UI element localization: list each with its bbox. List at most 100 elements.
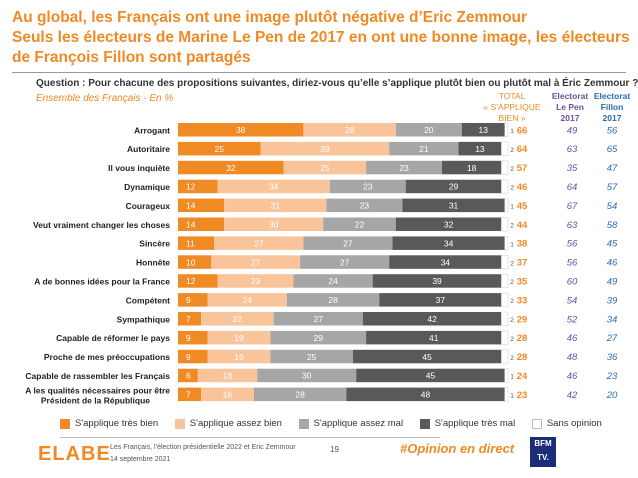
data-label: 1 [510, 128, 514, 135]
data-label: 2 [510, 185, 514, 192]
data-label: 48 [421, 390, 431, 400]
data-label: 19 [234, 333, 244, 343]
data-label: 34 [269, 182, 279, 192]
legend-swatch-tres-bien [60, 418, 70, 429]
bar-segment [458, 141, 502, 156]
bar-segment [501, 255, 509, 270]
column-header-lepen-line-2: Le Pen [556, 102, 584, 112]
category-label: Veut vraiment changer les choses [33, 220, 170, 230]
data-label: 28 [328, 295, 338, 305]
category-label: A de bonnes idées pour la France [34, 276, 170, 286]
bar-segment [217, 179, 330, 194]
data-label: 30 [269, 219, 279, 229]
bar-segment [270, 349, 353, 364]
bar-segment [389, 141, 459, 156]
question-text: Question : Pour chacune des propositions… [36, 78, 638, 89]
bar-segment [389, 255, 502, 269]
bar-segment [300, 255, 390, 269]
data-label: 7 [186, 314, 191, 324]
data-label: 2 [510, 298, 514, 305]
legend-item-assez-bien: S'applique assez bien [174, 418, 282, 429]
bar-segment [402, 198, 505, 213]
data-label: 27 [340, 257, 350, 267]
data-label: 2 [510, 317, 514, 324]
category-label: Sincère [139, 239, 170, 249]
category-label: Autoritaire [127, 144, 170, 154]
category-label: Proche de mes préoccupations [44, 352, 170, 362]
data-label: 32 [444, 219, 454, 229]
bfmtv-logo-line-2: TV. [537, 453, 549, 462]
bar-segment [178, 368, 198, 383]
column-header-fillon-line-1: Electorat [593, 91, 631, 101]
total-value: 35 [517, 276, 528, 287]
bar-segment [501, 311, 509, 326]
data-label: 16 [223, 390, 233, 400]
column-header-fillon-line-2: Fillon [600, 102, 624, 112]
bar-segment [501, 349, 509, 364]
legend-swatch-tres-mal [419, 418, 430, 429]
lepen-value: 64 [567, 182, 578, 193]
category-label: Capable de réformer le pays [56, 333, 170, 343]
bar-segment [293, 274, 373, 288]
chart-legend: S'applique très bien S'applique assez bi… [60, 418, 616, 432]
fillon-value: 39 [607, 295, 618, 306]
fillon-value: 65 [607, 144, 618, 155]
bar-segment [178, 274, 218, 288]
fillon-value: 34 [607, 314, 618, 325]
total-value: 66 [517, 125, 528, 136]
data-label: 45 [426, 371, 436, 381]
bar-segment [395, 123, 462, 137]
legend-label-assez-mal: S'applique assez mal [313, 418, 404, 429]
title-line-1: Au global, les Français ont une image pl… [12, 9, 528, 26]
fillon-value: 46 [607, 258, 618, 269]
page-title: Au global, les Français ont une image pl… [12, 8, 632, 68]
bar-segment [504, 198, 509, 213]
lepen-value: 60 [567, 276, 578, 287]
total-value: 45 [517, 201, 528, 212]
data-label: 12 [186, 276, 196, 286]
data-label: 19 [234, 352, 244, 362]
data-label: 27 [254, 238, 264, 248]
bar-segment [214, 236, 304, 250]
data-label: 24 [243, 295, 253, 305]
lepen-value: 48 [567, 352, 578, 363]
data-label: 32 [226, 163, 236, 173]
lepen-value: 46 [567, 333, 578, 344]
legend-swatch-assez-mal [298, 418, 309, 429]
total-value: 64 [517, 144, 528, 155]
bar-segment [362, 312, 502, 326]
bar-segment [270, 330, 367, 345]
lepen-value: 63 [567, 144, 578, 155]
data-label: 6 [186, 371, 191, 381]
bar-segment [392, 236, 505, 250]
bar-segment [257, 368, 357, 383]
fillon-value: 56 [607, 125, 618, 136]
column-header-total: TOTAL « S’APPLIQUE BIEN » [482, 91, 542, 124]
column-header-fillon: Electorat Fillon 2017 [590, 91, 634, 124]
bar-segment [395, 217, 502, 231]
bar-segment [461, 123, 505, 137]
legend-item-sans-opinion: Sans opinion [531, 418, 602, 429]
data-label: 29 [449, 182, 459, 192]
fillon-value: 54 [607, 201, 618, 212]
column-header-lepen-line-3: 2017 [560, 113, 580, 123]
fillon-value: 45 [607, 239, 618, 250]
title-divider [12, 72, 626, 73]
data-label: 12 [186, 182, 196, 192]
data-label: 1 [510, 393, 514, 400]
data-label: 2 [510, 147, 514, 154]
legend-item-tres-bien: S'applique très bien [60, 418, 158, 429]
data-label: 21 [419, 144, 429, 154]
column-header-total-line-2: « S’APPLIQUE [483, 102, 541, 112]
data-label: 1 [510, 374, 514, 381]
lepen-value: 67 [567, 201, 578, 212]
fillon-value: 23 [606, 371, 618, 382]
category-label: Courageux [126, 201, 171, 211]
bar-segment [207, 349, 271, 364]
bar-segment [178, 293, 208, 307]
fillon-value: 47 [607, 163, 618, 174]
data-label: 31 [271, 201, 281, 211]
data-label: 1 [510, 241, 514, 248]
fillon-value: 36 [607, 352, 618, 363]
title-line-3: de François Fillon sont partagés [12, 49, 251, 66]
